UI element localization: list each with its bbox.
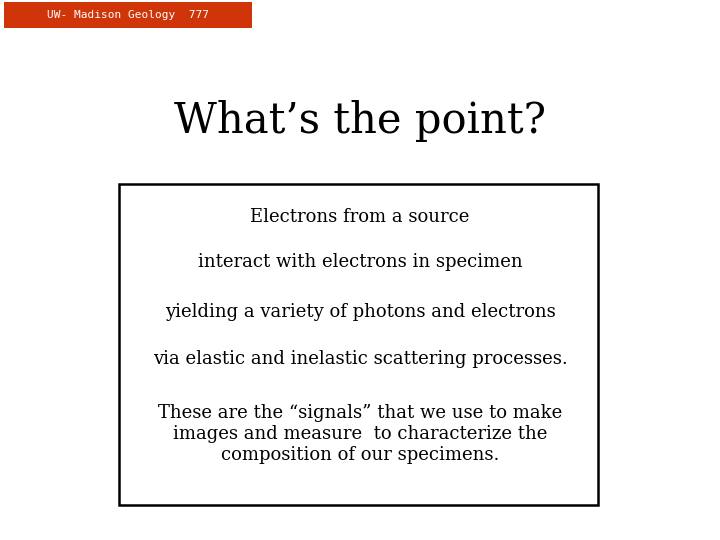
Text: These are the “signals” that we use to make
images and measure  to characterize : These are the “signals” that we use to m… [158, 404, 562, 464]
FancyBboxPatch shape [4, 2, 252, 28]
Text: interact with electrons in specimen: interact with electrons in specimen [198, 253, 522, 271]
Text: UW- Madison Geology  777: UW- Madison Geology 777 [47, 10, 209, 20]
Text: via elastic and inelastic scattering processes.: via elastic and inelastic scattering pro… [153, 350, 567, 368]
Text: Electrons from a source: Electrons from a source [251, 208, 469, 226]
Text: yielding a variety of photons and electrons: yielding a variety of photons and electr… [165, 303, 555, 321]
Text: What’s the point?: What’s the point? [174, 100, 546, 143]
FancyBboxPatch shape [119, 184, 598, 505]
